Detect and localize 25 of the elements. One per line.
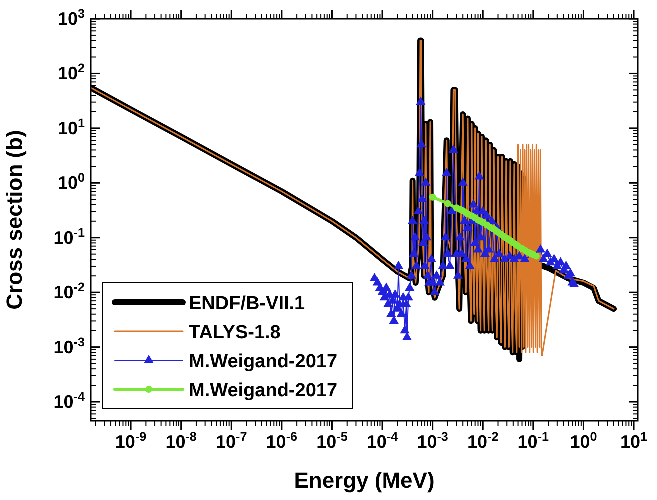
y-axis-title: Cross section (b) [2, 130, 27, 310]
x-tick-label: 10$^{-8}$ [166, 430, 197, 452]
y-tick-label: 10$^{0}$ [58, 171, 85, 194]
y-tick-label: 10$^{-2}$ [54, 280, 85, 303]
x-tick-label: 10$^{-6}$ [266, 430, 298, 452]
y-tick-label: 10$^{1}$ [58, 116, 85, 138]
x-tick-label: 10$^{-3}$ [417, 430, 448, 452]
x-tick-label: 10$^{-2}$ [468, 430, 499, 452]
legend-label: M.Weigand-2017 [189, 380, 338, 402]
legend-label: M.Weigand-2017 [189, 352, 338, 372]
legend-label: ENDF/B-VII.1 [189, 294, 306, 314]
y-tick-label: 10$^{-1}$ [54, 226, 85, 248]
x-tick-label: 10$^{-4}$ [366, 430, 398, 452]
x-tick-label: 10$^{-5}$ [316, 430, 348, 452]
x-tick-label: 10$^{-1}$ [518, 430, 550, 452]
y-tick-label: 10$^{2}$ [58, 62, 85, 84]
y-tick-label: 10$^{3}$ [58, 7, 85, 29]
y-tick-label: 10$^{-4}$ [54, 390, 85, 412]
x-tick-label: 10$^{-7}$ [216, 430, 248, 452]
x-tick-label: 10$^{0}$ [570, 430, 598, 452]
legend-label: TALYS-1.8 [189, 322, 281, 344]
y-tick-label: 10$^{-3}$ [54, 335, 85, 358]
x-tick-label: 10$^{1}$ [620, 430, 648, 452]
x-axis-title: Energy (MeV) [294, 468, 435, 493]
x-tick-label: 10$^{-9}$ [115, 430, 147, 452]
